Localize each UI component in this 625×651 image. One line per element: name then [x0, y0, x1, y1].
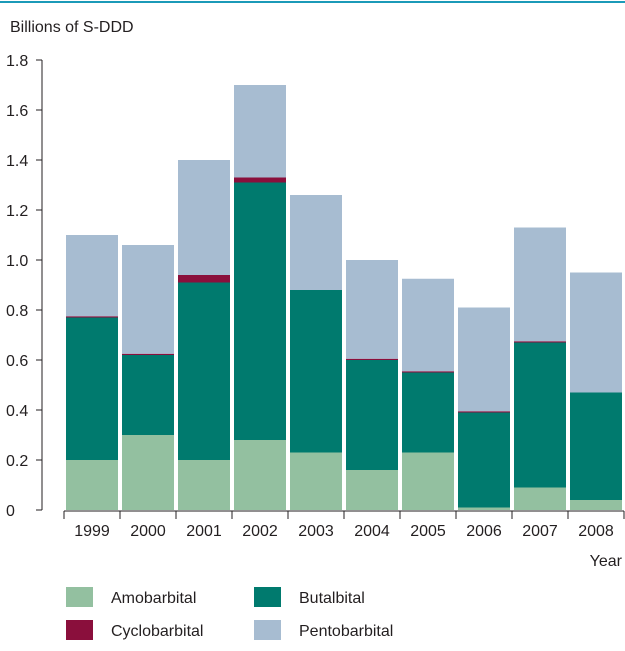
bar-segment-amobarbital-2001 — [178, 460, 230, 510]
bar-segment-amobarbital-2003 — [290, 452, 342, 510]
bar-segment-cyclobarbital-2005 — [402, 371, 454, 373]
x-tick-label: 2001 — [186, 523, 222, 540]
x-axis: 1999 2000 2001 2002 2003 2004 2005 2006 2007 2008 — [63, 510, 625, 540]
x-tick-label: 2000 — [130, 523, 166, 540]
x-tick-label: 1999 — [74, 523, 110, 540]
y-tick-label: 1.8 — [6, 53, 28, 70]
bar-segment-butalbital-2006 — [458, 412, 510, 508]
legend-label-butalbital: Butalbital — [299, 590, 365, 607]
bar-segment-pentobarbital-2004 — [346, 260, 398, 359]
bar-segment-butalbital-2008 — [570, 392, 622, 500]
bar-segment-butalbital-2002 — [234, 182, 286, 440]
bar-segment-butalbital-2001 — [178, 282, 230, 460]
bar-segment-pentobarbital-2000 — [122, 245, 174, 354]
bars-group — [66, 85, 622, 510]
y-tick-label: 1.6 — [6, 103, 28, 120]
legend-swatch-pentobarbital — [254, 620, 281, 640]
legend-label-amobarbital: Amobarbital — [111, 590, 196, 607]
bar-segment-cyclobarbital-1999 — [66, 316, 118, 318]
y-tick-label: 0.6 — [6, 353, 28, 370]
bar-segment-cyclobarbital-2002 — [234, 177, 286, 183]
bar-segment-cyclobarbital-2000 — [122, 353, 174, 355]
legend-label-cyclobarbital: Cyclobarbital — [111, 623, 203, 640]
x-tick-label: 2006 — [466, 523, 502, 540]
x-axis-title: Year — [590, 553, 623, 570]
legend-swatch-cyclobarbital — [66, 620, 93, 640]
bar-segment-pentobarbital-2003 — [290, 195, 342, 290]
x-tick-label: 2005 — [410, 523, 446, 540]
bar-segment-amobarbital-2006 — [458, 507, 510, 510]
bar-segment-butalbital-2000 — [122, 355, 174, 435]
bar-segment-amobarbital-2005 — [402, 452, 454, 510]
bar-segment-pentobarbital-2005 — [402, 278, 454, 372]
x-tick-label: 2002 — [242, 523, 278, 540]
y-tick-label: 0.2 — [6, 453, 28, 470]
bar-segment-cyclobarbital-2004 — [346, 358, 398, 360]
legend: Amobarbital Butalbital Cyclobarbital Pentob… — [66, 587, 393, 640]
x-tick-label: 2003 — [298, 523, 334, 540]
legend-label-pentobarbital: Pentobarbital — [299, 623, 393, 640]
bar-segment-butalbital-2005 — [402, 372, 454, 453]
bar-segment-amobarbital-2002 — [234, 440, 286, 510]
bar-segment-pentobarbital-2008 — [570, 272, 622, 393]
bar-segment-amobarbital-2007 — [514, 487, 566, 510]
bar-segment-cyclobarbital-2007 — [514, 341, 566, 343]
bar-segment-cyclobarbital-2006 — [458, 411, 510, 413]
bar-segment-cyclobarbital-2001 — [178, 275, 230, 283]
y-tick-label: 0.4 — [6, 403, 28, 420]
y-tick-label: 1.2 — [6, 203, 28, 220]
bar-segment-amobarbital-1999 — [66, 460, 118, 510]
bar-segment-pentobarbital-1999 — [66, 235, 118, 317]
y-axis-title: Billions of S-DDD — [10, 19, 134, 36]
x-tick-label: 2008 — [578, 523, 614, 540]
bar-segment-amobarbital-2004 — [346, 470, 398, 510]
bar-segment-amobarbital-2008 — [570, 500, 622, 510]
y-axis: 0 0.2 0.4 0.6 0.8 1.0 1.2 1.4 1.6 1.8 — [6, 53, 43, 520]
y-tick-label: 0.8 — [6, 303, 28, 320]
y-tick-label: 0 — [6, 503, 15, 520]
bar-segment-pentobarbital-2002 — [234, 85, 286, 178]
bar-segment-amobarbital-2000 — [122, 435, 174, 510]
bar-segment-butalbital-2007 — [514, 342, 566, 488]
x-tick-label: 2007 — [522, 523, 558, 540]
bar-segment-butalbital-1999 — [66, 317, 118, 460]
legend-swatch-amobarbital — [66, 587, 93, 607]
bar-segment-butalbital-2003 — [290, 290, 342, 453]
bar-segment-pentobarbital-2001 — [178, 160, 230, 275]
x-tick-label: 2004 — [354, 523, 390, 540]
bar-segment-butalbital-2004 — [346, 360, 398, 470]
y-tick-label: 1.0 — [6, 253, 28, 270]
y-tick-label: 1.4 — [6, 153, 28, 170]
bar-segment-pentobarbital-2006 — [458, 307, 510, 412]
legend-swatch-butalbital — [254, 587, 281, 607]
bar-segment-pentobarbital-2007 — [514, 227, 566, 342]
